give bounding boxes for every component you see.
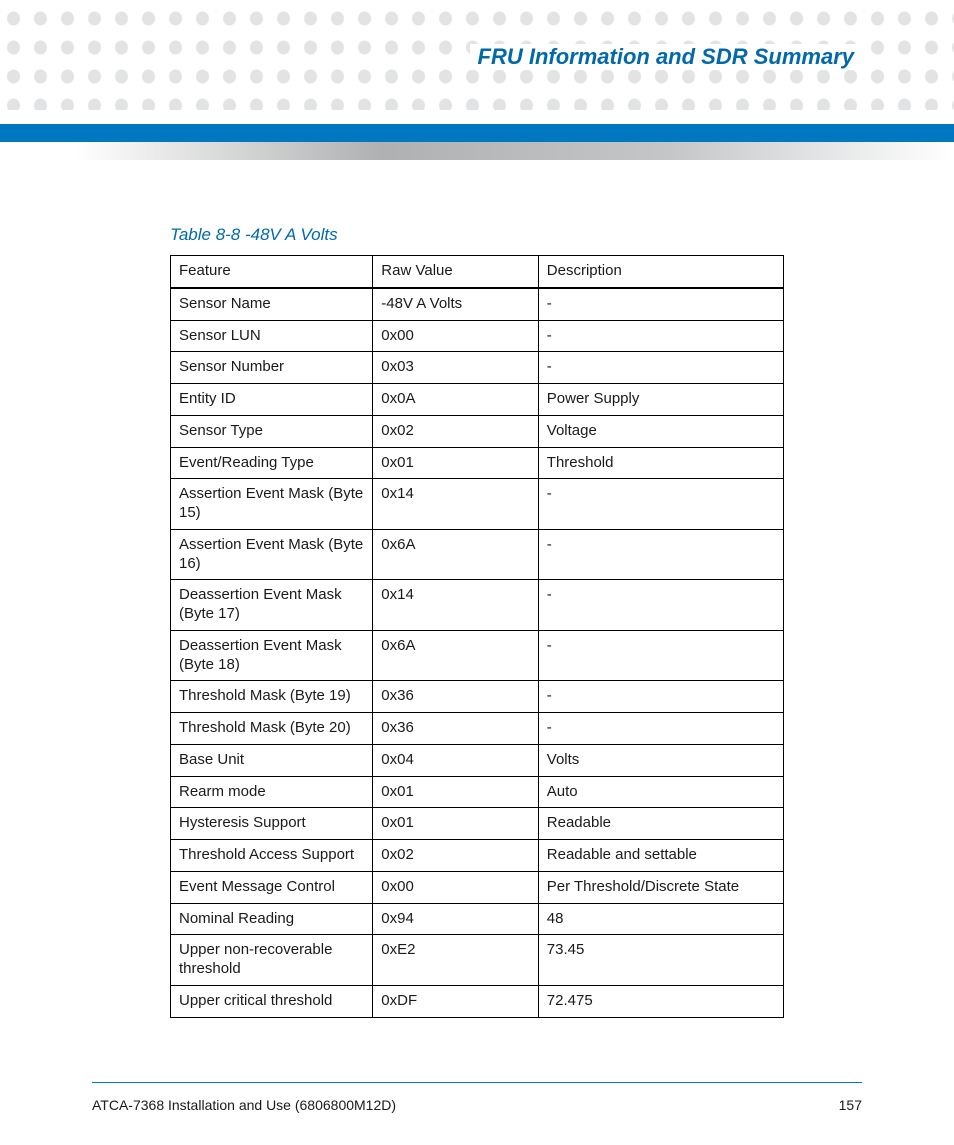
table-row: Threshold Mask (Byte 20)0x36- — [171, 713, 784, 745]
table-cell: Threshold Access Support — [171, 840, 373, 872]
table-cell: Readable — [538, 808, 783, 840]
table-row: Base Unit0x04Volts — [171, 744, 784, 776]
table-cell: 0x01 — [373, 447, 539, 479]
table-row: Assertion Event Mask (Byte 15)0x14- — [171, 479, 784, 530]
table-header-row: Feature Raw Value Description — [171, 256, 784, 288]
table-cell: Nominal Reading — [171, 903, 373, 935]
table-cell: Per Threshold/Discrete State — [538, 871, 783, 903]
content-area: Table 8-8 -48V A Volts Feature Raw Value… — [170, 225, 784, 1018]
table-cell: Event/Reading Type — [171, 447, 373, 479]
table-cell: 0x00 — [373, 320, 539, 352]
footer-rule — [92, 1082, 862, 1083]
table-cell: 0x14 — [373, 580, 539, 631]
table-row: Sensor LUN0x00- — [171, 320, 784, 352]
table-cell: -48V A Volts — [373, 288, 539, 320]
table-row: Nominal Reading0x9448 — [171, 903, 784, 935]
table-cell: Threshold Mask (Byte 20) — [171, 713, 373, 745]
table-cell: Entity ID — [171, 384, 373, 416]
footer-page-number: 157 — [839, 1097, 862, 1113]
table-cell: Auto — [538, 776, 783, 808]
table-cell: - — [538, 529, 783, 580]
table-row: Threshold Mask (Byte 19)0x36- — [171, 681, 784, 713]
table-cell: 0xDF — [373, 985, 539, 1017]
table-cell: Sensor Type — [171, 415, 373, 447]
table-caption: Table 8-8 -48V A Volts — [170, 225, 784, 245]
table-cell: Deassertion Event Mask (Byte 17) — [171, 580, 373, 631]
header-blue-bar — [0, 124, 954, 142]
table-cell: 0x04 — [373, 744, 539, 776]
table-row: Event Message Control0x00Per Threshold/D… — [171, 871, 784, 903]
table-cell: 0x36 — [373, 713, 539, 745]
table-cell: Assertion Event Mask (Byte 16) — [171, 529, 373, 580]
table-cell: Sensor Number — [171, 352, 373, 384]
footer: ATCA-7368 Installation and Use (6806800M… — [92, 1097, 862, 1113]
table-row: Deassertion Event Mask (Byte 17)0x14- — [171, 580, 784, 631]
table-cell: Upper critical threshold — [171, 985, 373, 1017]
table-cell: 0x00 — [373, 871, 539, 903]
table-cell: - — [538, 352, 783, 384]
table-cell: 0x6A — [373, 529, 539, 580]
table-row: Event/Reading Type0x01Threshold — [171, 447, 784, 479]
col-header-raw-value: Raw Value — [373, 256, 539, 288]
table-cell: 0x01 — [373, 776, 539, 808]
table-row: Assertion Event Mask (Byte 16)0x6A- — [171, 529, 784, 580]
table-row: Sensor Number0x03- — [171, 352, 784, 384]
table-cell: Power Supply — [538, 384, 783, 416]
header-gradient-bar — [0, 142, 954, 160]
table-cell: Upper non-recoverable threshold — [171, 935, 373, 986]
table-cell: 48 — [538, 903, 783, 935]
sensor-table: Feature Raw Value Description Sensor Nam… — [170, 255, 784, 1018]
table-cell: - — [538, 713, 783, 745]
table-cell: Rearm mode — [171, 776, 373, 808]
table-cell: 0x14 — [373, 479, 539, 530]
table-row: Sensor Name-48V A Volts- — [171, 288, 784, 320]
table-cell: Volts — [538, 744, 783, 776]
col-header-description: Description — [538, 256, 783, 288]
table-row: Threshold Access Support0x02Readable and… — [171, 840, 784, 872]
table-cell: 72.475 — [538, 985, 783, 1017]
table-cell: - — [538, 288, 783, 320]
table-cell: 0x02 — [373, 840, 539, 872]
table-cell: 0x0A — [373, 384, 539, 416]
table-cell: Threshold Mask (Byte 19) — [171, 681, 373, 713]
table-row: Sensor Type0x02Voltage — [171, 415, 784, 447]
table-row: Upper critical threshold0xDF72.475 — [171, 985, 784, 1017]
table-row: Upper non-recoverable threshold0xE273.45 — [171, 935, 784, 986]
table-cell: - — [538, 580, 783, 631]
table-cell: Sensor LUN — [171, 320, 373, 352]
table-cell: - — [538, 479, 783, 530]
table-cell: Readable and settable — [538, 840, 783, 872]
section-title: FRU Information and SDR Summary — [470, 44, 862, 70]
table-cell: Base Unit — [171, 744, 373, 776]
table-cell: - — [538, 320, 783, 352]
table-row: Rearm mode0x01Auto — [171, 776, 784, 808]
table-cell: Deassertion Event Mask (Byte 18) — [171, 630, 373, 681]
table-cell: 0x03 — [373, 352, 539, 384]
table-cell: Hysteresis Support — [171, 808, 373, 840]
table-cell: - — [538, 681, 783, 713]
table-cell: 0x02 — [373, 415, 539, 447]
table-cell: Sensor Name — [171, 288, 373, 320]
table-cell: 0x94 — [373, 903, 539, 935]
table-cell: Event Message Control — [171, 871, 373, 903]
col-header-feature: Feature — [171, 256, 373, 288]
table-cell: 0x36 — [373, 681, 539, 713]
table-cell: 0xE2 — [373, 935, 539, 986]
table-cell: - — [538, 630, 783, 681]
table-body: Sensor Name-48V A Volts-Sensor LUN0x00-S… — [171, 288, 784, 1017]
table-row: Hysteresis Support0x01Readable — [171, 808, 784, 840]
footer-doc-title: ATCA-7368 Installation and Use (6806800M… — [92, 1097, 396, 1113]
table-cell: Threshold — [538, 447, 783, 479]
table-cell: 73.45 — [538, 935, 783, 986]
table-row: Deassertion Event Mask (Byte 18)0x6A- — [171, 630, 784, 681]
table-row: Entity ID0x0APower Supply — [171, 384, 784, 416]
table-cell: 0x01 — [373, 808, 539, 840]
table-cell: Assertion Event Mask (Byte 15) — [171, 479, 373, 530]
table-cell: Voltage — [538, 415, 783, 447]
table-cell: 0x6A — [373, 630, 539, 681]
